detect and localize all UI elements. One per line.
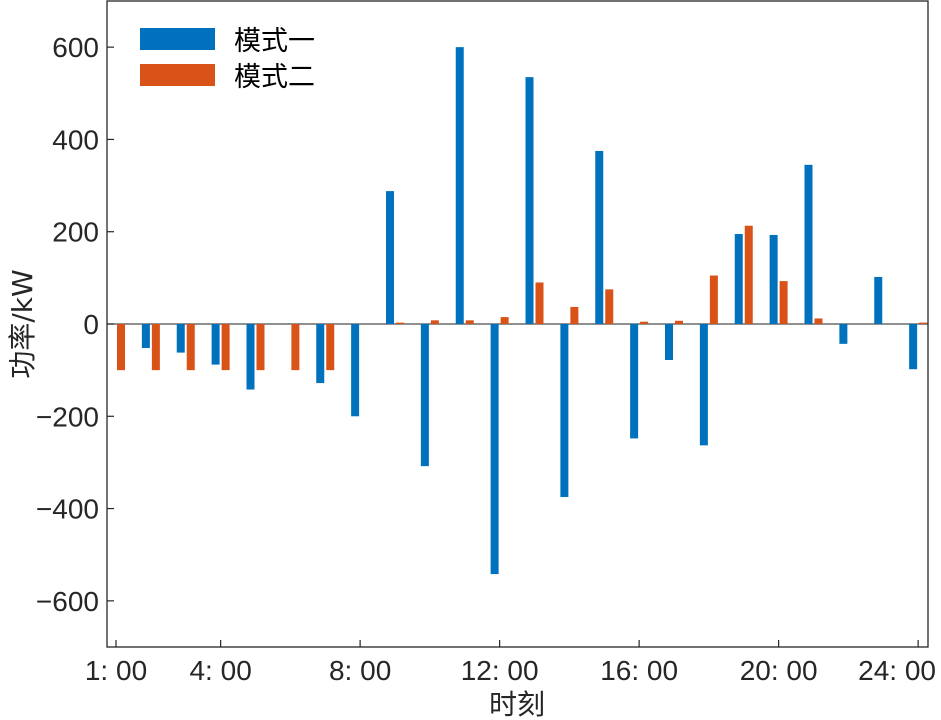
bar-mode-2-hour-7 [326, 324, 335, 371]
bar-mode-1-hour-3 [176, 324, 185, 353]
bar-mode-1-hour-5 [246, 324, 255, 390]
bar-mode-1-hour-10 [420, 324, 429, 467]
x-axis-label: 时刻 [489, 688, 545, 720]
bar-mode-1-hour-2 [141, 324, 150, 348]
legend-label-mode-1: 模式一 [234, 26, 315, 57]
bar-mode-1-hour-24 [909, 324, 918, 370]
bar-mode-1-hour-8 [351, 324, 360, 417]
bar-mode-1-hour-11 [455, 47, 464, 325]
bar-mode-1-hour-7 [316, 324, 325, 384]
bar-mode-2-hour-11 [465, 320, 474, 324]
bar-mode-2-hour-19 [744, 225, 753, 324]
bar-mode-1-hour-12 [490, 324, 499, 575]
legend-swatch-mode-2 [140, 64, 215, 86]
x-tick-label: 16: 00 [600, 655, 678, 686]
bar-mode-2-hour-21 [814, 318, 823, 324]
bar-mode-2-hour-9 [396, 322, 404, 324]
bar-mode-2-hour-6 [291, 324, 300, 371]
bar-mode-1-hour-17 [665, 324, 673, 360]
y-tick-label: 200 [52, 217, 99, 248]
bar-mode-2-hour-15 [605, 289, 614, 324]
bar-mode-2-hour-20 [779, 281, 788, 324]
bar-mode-2-hour-1 [117, 324, 125, 371]
bars-group [117, 47, 928, 575]
x-tick-label: 20: 00 [740, 655, 818, 686]
bar-mode-1-hour-22 [839, 324, 848, 344]
bar-mode-1-hour-19 [734, 234, 743, 324]
plot-frame [106, 0, 929, 648]
legend-label-mode-2: 模式二 [234, 62, 315, 93]
x-tick-label: 1: 00 [85, 655, 147, 686]
y-tick-label: −400 [36, 494, 99, 525]
y-tick-label: 600 [52, 32, 99, 63]
bar-mode-2-hour-10 [430, 320, 439, 324]
y-axis-label: 功率/kW [6, 269, 39, 378]
bar-mode-2-hour-16 [640, 321, 649, 324]
legend: 模式一 模式二 [140, 26, 315, 93]
bar-mode-2-hour-5 [256, 324, 265, 371]
bar-mode-1-hour-9 [386, 191, 394, 324]
y-tick-label: −600 [36, 586, 99, 617]
bar-mode-2-hour-4 [221, 324, 230, 371]
bar-mode-1-hour-4 [211, 324, 220, 365]
bar-mode-1-hour-23 [874, 276, 883, 324]
y-tick-label: −200 [36, 401, 99, 432]
legend-swatch-mode-1 [140, 28, 215, 50]
bar-mode-2-hour-12 [500, 317, 509, 324]
x-tick-label: 4: 00 [189, 655, 251, 686]
bar-mode-1-hour-15 [595, 150, 604, 324]
bar-mode-1-hour-13 [525, 77, 534, 324]
bar-mode-1-hour-18 [699, 324, 708, 446]
bar-mode-2-hour-14 [570, 306, 579, 324]
bar-mode-1-hour-20 [769, 234, 778, 324]
bar-mode-2-hour-18 [709, 275, 718, 324]
bar-mode-2-hour-2 [151, 324, 160, 371]
bar-mode-2-hour-13 [535, 282, 544, 324]
bar-mode-1-hour-21 [804, 164, 813, 324]
y-tick-label: 0 [83, 309, 99, 340]
bar-mode-2-hour-24 [919, 322, 928, 324]
bar-mode-1-hour-14 [560, 324, 569, 498]
bar-mode-1-hour-16 [630, 324, 639, 439]
x-tick-label: 8: 00 [329, 655, 391, 686]
y-tick-label: 400 [52, 124, 99, 155]
x-tick-label: 12: 00 [461, 655, 539, 686]
bar-mode-2-hour-3 [186, 324, 195, 371]
bar-mode-2-hour-17 [675, 320, 683, 324]
x-tick-label: 24: 00 [858, 655, 936, 686]
